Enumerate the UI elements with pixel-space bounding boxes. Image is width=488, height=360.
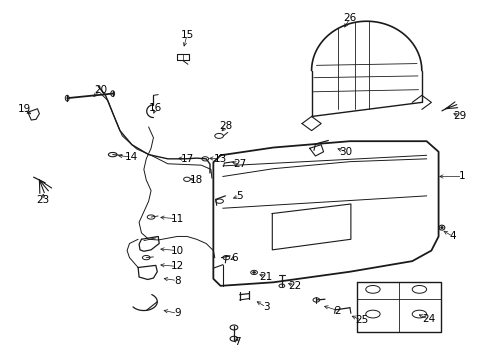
Text: 4: 4 (449, 231, 455, 242)
Text: 12: 12 (170, 261, 183, 271)
Ellipse shape (108, 153, 117, 157)
Text: 13: 13 (213, 154, 227, 164)
Text: 29: 29 (452, 112, 466, 121)
Ellipse shape (215, 199, 223, 203)
Ellipse shape (411, 310, 426, 318)
Ellipse shape (142, 256, 150, 260)
Text: 6: 6 (231, 253, 238, 262)
Text: 5: 5 (236, 191, 243, 201)
Ellipse shape (440, 226, 442, 229)
Text: 15: 15 (180, 30, 193, 40)
Text: 30: 30 (339, 147, 352, 157)
Ellipse shape (183, 177, 190, 181)
Ellipse shape (365, 310, 379, 318)
Text: 26: 26 (343, 13, 356, 23)
Ellipse shape (438, 225, 444, 230)
Text: 9: 9 (174, 309, 181, 318)
Ellipse shape (214, 134, 223, 138)
Ellipse shape (111, 91, 114, 96)
Text: 20: 20 (94, 85, 107, 95)
Text: 28: 28 (219, 121, 232, 131)
Ellipse shape (312, 298, 319, 302)
Ellipse shape (250, 270, 257, 275)
Ellipse shape (279, 284, 284, 288)
Text: 11: 11 (170, 214, 183, 224)
Ellipse shape (230, 336, 237, 341)
Ellipse shape (230, 325, 237, 330)
Text: 24: 24 (422, 314, 435, 324)
Text: 25: 25 (355, 315, 368, 325)
Text: 1: 1 (458, 171, 465, 181)
Text: 21: 21 (259, 272, 272, 282)
Text: 16: 16 (149, 103, 162, 113)
Text: 2: 2 (334, 306, 341, 315)
Text: 23: 23 (37, 195, 50, 206)
Text: 27: 27 (233, 159, 246, 169)
Ellipse shape (147, 215, 155, 219)
Text: 19: 19 (18, 104, 31, 114)
Ellipse shape (223, 256, 229, 260)
Text: 10: 10 (170, 246, 183, 256)
Text: 14: 14 (125, 152, 138, 162)
Text: 18: 18 (189, 175, 203, 185)
Ellipse shape (411, 285, 426, 293)
Ellipse shape (202, 157, 208, 161)
Text: 17: 17 (180, 154, 193, 164)
Text: 3: 3 (262, 302, 269, 312)
Text: 8: 8 (174, 275, 181, 285)
Text: 7: 7 (234, 337, 240, 347)
Ellipse shape (252, 271, 255, 273)
Ellipse shape (365, 285, 379, 293)
Text: 22: 22 (287, 281, 301, 291)
Ellipse shape (65, 95, 69, 101)
